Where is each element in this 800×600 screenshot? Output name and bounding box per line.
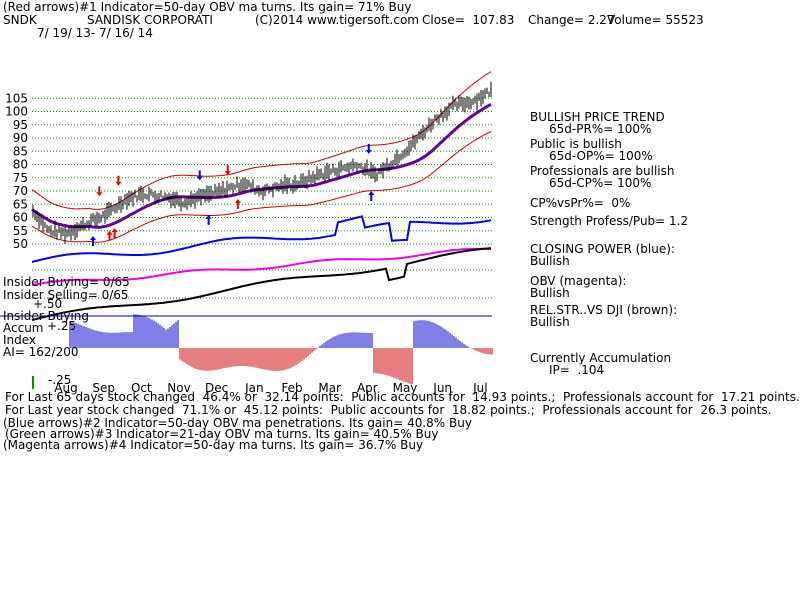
y-tick-label: 100 — [5, 105, 28, 119]
blue-arrow-down — [196, 170, 203, 181]
relstr-value: Bullish — [530, 315, 570, 329]
cp-value: 65d-CP%= 100% — [549, 176, 652, 190]
y-tick-label: 95 — [13, 118, 28, 132]
header-close: Close= 107.83 — [422, 13, 515, 27]
x-tick-label: Jun — [432, 381, 452, 395]
footer-line1: For Last 65 days stock changed 46.4% or … — [5, 390, 800, 404]
y-tick-label: 80 — [13, 158, 28, 172]
insider-selling: Insider Selling= 0/65 — [3, 288, 129, 302]
insider-buying: Insider Buying= 0/65 — [3, 275, 130, 289]
trend-title: BULLISH PRICE TREND — [530, 110, 665, 124]
red-arrow-up — [111, 228, 118, 239]
y-tick-label: 90 — [13, 131, 28, 145]
relstr-title: REL.STR..VS DJI (brown): — [530, 303, 678, 317]
header-volume: Volume= 55523 — [607, 13, 704, 27]
x-tick-label: Apr — [357, 381, 378, 395]
price-bars — [32, 81, 492, 244]
y-tick-label: 85 — [13, 144, 28, 158]
obv-value: Bullish — [530, 286, 570, 300]
red-arrow-up — [106, 230, 113, 241]
accum-plus25: +.25 — [47, 319, 77, 333]
obv-title: OBV (magenta): — [530, 274, 627, 288]
accum-plus50: +.50 — [33, 297, 63, 311]
blue-arrow-up — [89, 236, 96, 247]
red-arrow-down — [224, 165, 231, 176]
red-arrow-down — [115, 175, 122, 186]
ai-value: AI= 162/200 — [3, 345, 79, 359]
x-tick-label: Nov — [167, 381, 190, 395]
x-tick-label: Dec — [205, 381, 228, 395]
footer-line3: (Blue arrows)#2 Indicator=50-day OBV ma … — [3, 416, 472, 430]
header-date-range: 7/ 19/ 13- 7/ 16/ 14 — [37, 26, 153, 40]
y-tick-label: 65 — [13, 197, 28, 211]
index-label: Index — [3, 333, 37, 347]
header-line1: (Red arrows)#1 Indicator=50-day OBV ma t… — [3, 0, 412, 14]
month-x-ticks: Aug Sep Oct Nov Dec Jan Feb Mar Apr May Jun Jul — [32, 376, 488, 395]
header-company: SANDISK CORPORATI — [87, 13, 213, 27]
prof-title: Professionals are bullish — [530, 164, 675, 178]
closing-power-line — [31, 215, 492, 263]
pr-value: 65d-PR%= 100% — [549, 122, 652, 136]
closing-power-value: Bullish — [530, 254, 570, 268]
footer-line2: For Last year stock changed 71.1% or 45.… — [5, 403, 772, 417]
accum-label: Accum — [3, 321, 44, 335]
footer-line4: (Green arrows)#3 Indicator=21-day OBV ma… — [5, 427, 439, 441]
header-symbol: SNDK — [3, 13, 37, 27]
x-tick-label: Feb — [281, 381, 302, 395]
public-title: Public is bullish — [530, 137, 622, 151]
ip-value: IP= .104 — [549, 363, 605, 377]
x-tick-label: Jul — [472, 381, 487, 395]
insider-buying-2: Insider Buying — [3, 309, 89, 323]
y-tick-label: 60 — [13, 211, 28, 225]
header-change: Change= 2.27 — [528, 13, 615, 27]
blue-arrow-up — [368, 191, 375, 201]
accum-title: Currently Accumulation — [530, 351, 672, 365]
blue-arrow-down — [365, 143, 372, 154]
y-tick-label: 70 — [13, 184, 28, 198]
x-tick-label: Aug — [54, 381, 77, 395]
x-tick-label: Oct — [131, 381, 152, 395]
accum-minus25: -.25 — [48, 373, 72, 387]
y-tick-label: 50 — [13, 237, 28, 251]
closing-power-title: CLOSING POWER (blue): — [530, 242, 675, 256]
y-tick-label: 75 — [13, 171, 28, 185]
x-tick-label: Jan — [244, 381, 264, 395]
footer-line5: (Magenta arrows)#4 Indicator=50-day ma t… — [3, 438, 424, 452]
accumulation-histogram — [69, 314, 493, 385]
x-tick-label: Mar — [318, 381, 341, 395]
signal-arrows — [89, 143, 375, 247]
indicator-lines — [0, 215, 492, 321]
y-tick-label: 105 — [5, 91, 28, 105]
header-copyright: (C)2014 www.tigersoft.com — [255, 13, 419, 27]
blue-arrow-up — [205, 214, 212, 225]
cpvspr-value: CP%vsPr%= 0% — [530, 196, 631, 210]
relstr-line — [31, 247, 492, 321]
red-arrow-down — [96, 186, 103, 197]
obv-line — [31, 247, 491, 286]
strength-value: Strength Profess/Pub= 1.2 — [530, 214, 689, 228]
y-tick-label: 55 — [13, 224, 28, 238]
op-value: 65d-OP%= 100% — [549, 149, 653, 163]
red-arrow-up — [234, 198, 241, 209]
x-tick-label: Sep — [92, 381, 115, 395]
x-tick-label: May — [393, 381, 418, 395]
lower-band — [31, 131, 492, 243]
